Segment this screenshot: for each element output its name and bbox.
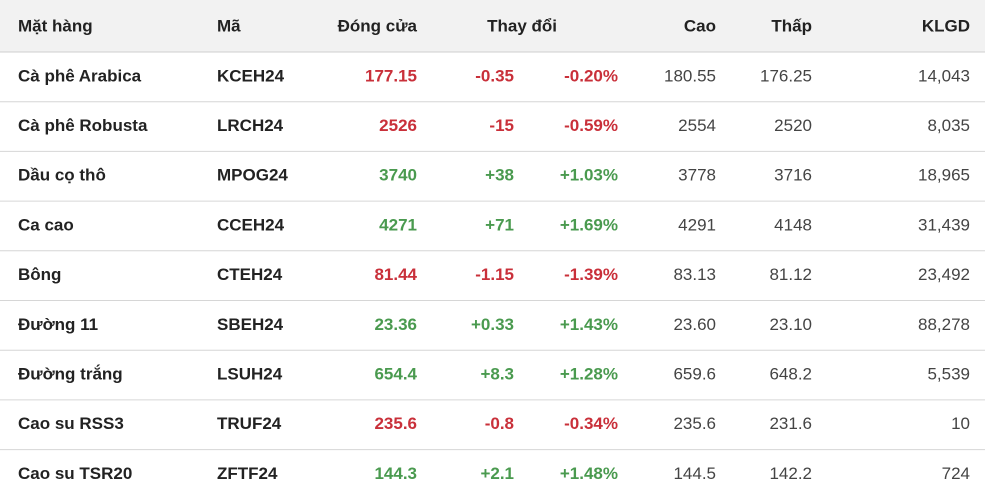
cell: +1.69% [560,215,618,234]
header-bg [0,0,985,52]
cell: +8.3 [480,365,514,384]
column-header: Mã [217,16,241,35]
cell: 142.2 [769,464,812,483]
cell: LSUH24 [217,365,283,384]
cell: 18,965 [918,166,970,185]
cell: CTEH24 [217,265,283,284]
cell: -0.20% [564,66,618,85]
cell: -0.8 [485,414,514,433]
cell: SBEH24 [217,315,284,334]
cell: -15 [489,116,514,135]
column-header: Mặt hàng [18,16,93,35]
cell: 83.13 [673,265,716,284]
column-header: Cao [684,16,716,35]
cell: TRUF24 [217,414,282,433]
cell: -1.39% [564,265,618,284]
cell: -0.35 [475,66,514,85]
cell: 144.3 [374,464,417,483]
cell: 2526 [379,116,417,135]
commodity-name: Cao su RSS3 [18,414,124,433]
cell: ZFTF24 [217,464,278,483]
cell: -0.34% [564,414,618,433]
cell: 176.25 [760,66,812,85]
commodity-name: Cà phê Arabica [18,66,142,85]
commodity-name: Dầu cọ thô [18,166,106,185]
cell: +38 [485,166,514,185]
commodity-name: Ca cao [18,215,74,234]
cell: 3716 [774,166,812,185]
cell: 8,035 [927,116,970,135]
cell: 4271 [379,215,417,234]
cell: +71 [485,215,514,234]
cell: 235.6 [673,414,716,433]
cell: -1.15 [475,265,514,284]
cell: -0.59% [564,116,618,135]
cell: 648.2 [769,365,812,384]
cell: 724 [942,464,970,483]
cell: 81.44 [374,265,417,284]
cell: 4291 [678,215,716,234]
cell: +1.43% [560,315,618,334]
cell: 88,278 [918,315,970,334]
cell: +1.28% [560,365,618,384]
cell: 4148 [774,215,812,234]
commodity-name: Cà phê Robusta [18,116,148,135]
cell: 177.15 [365,66,417,85]
cell: 23.60 [673,315,716,334]
column-header: Thay đổi [487,16,557,35]
commodity-name: Đường 11 [18,315,98,334]
cell: LRCH24 [217,116,284,135]
cell: 2554 [678,116,716,135]
cell: 654.4 [374,365,417,384]
commodity-name: Bông [18,265,61,284]
column-header: Thấp [771,16,812,35]
cell: 31,439 [918,215,970,234]
cell: KCEH24 [217,66,285,85]
cell: 81.12 [769,265,812,284]
cell: 235.6 [374,414,417,433]
cell: 23.36 [374,315,417,334]
cell: 5,539 [927,365,970,384]
cell: 23,492 [918,265,970,284]
cell: 659.6 [673,365,716,384]
cell: MPOG24 [217,166,288,185]
cell: 23.10 [769,315,812,334]
cell: 180.55 [664,66,716,85]
cell: +2.1 [480,464,514,483]
column-header: Đóng cửa [338,16,418,35]
commodity-name: Đường trắng [18,365,123,384]
cell: 2520 [774,116,812,135]
cell: +1.48% [560,464,618,483]
cell: 14,043 [918,66,970,85]
cell: 3778 [678,166,716,185]
cell: 144.5 [673,464,716,483]
cell: 231.6 [769,414,812,433]
cell: 10 [951,414,970,433]
cell: CCEH24 [217,215,285,234]
cell: +0.33 [471,315,514,334]
column-header: KLGD [922,16,970,35]
cell: +1.03% [560,166,618,185]
cell: 3740 [379,166,417,185]
commodity-name: Cao su TSR20 [18,464,132,483]
